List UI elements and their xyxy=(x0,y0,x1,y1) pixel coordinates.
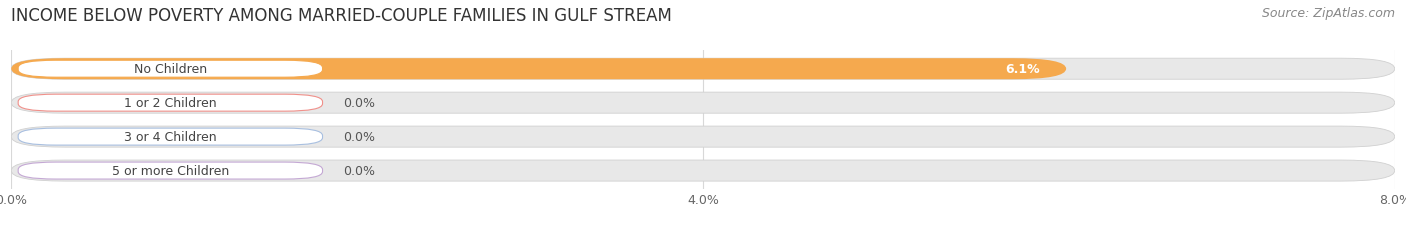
FancyBboxPatch shape xyxy=(18,162,322,179)
Text: 6.1%: 6.1% xyxy=(1005,63,1040,76)
Text: 1 or 2 Children: 1 or 2 Children xyxy=(124,97,217,110)
Text: INCOME BELOW POVERTY AMONG MARRIED-COUPLE FAMILIES IN GULF STREAM: INCOME BELOW POVERTY AMONG MARRIED-COUPL… xyxy=(11,7,672,25)
FancyBboxPatch shape xyxy=(18,95,322,112)
Text: 0.0%: 0.0% xyxy=(343,97,375,110)
FancyBboxPatch shape xyxy=(18,61,322,78)
Text: No Children: No Children xyxy=(134,63,207,76)
Text: Source: ZipAtlas.com: Source: ZipAtlas.com xyxy=(1261,7,1395,20)
FancyBboxPatch shape xyxy=(18,129,322,146)
Text: 0.0%: 0.0% xyxy=(343,131,375,143)
FancyBboxPatch shape xyxy=(11,127,1395,148)
FancyBboxPatch shape xyxy=(11,59,1395,80)
FancyBboxPatch shape xyxy=(11,160,1395,181)
FancyBboxPatch shape xyxy=(11,93,1395,114)
FancyBboxPatch shape xyxy=(11,59,1066,80)
Text: 5 or more Children: 5 or more Children xyxy=(111,164,229,177)
Text: 0.0%: 0.0% xyxy=(343,164,375,177)
Text: 3 or 4 Children: 3 or 4 Children xyxy=(124,131,217,143)
